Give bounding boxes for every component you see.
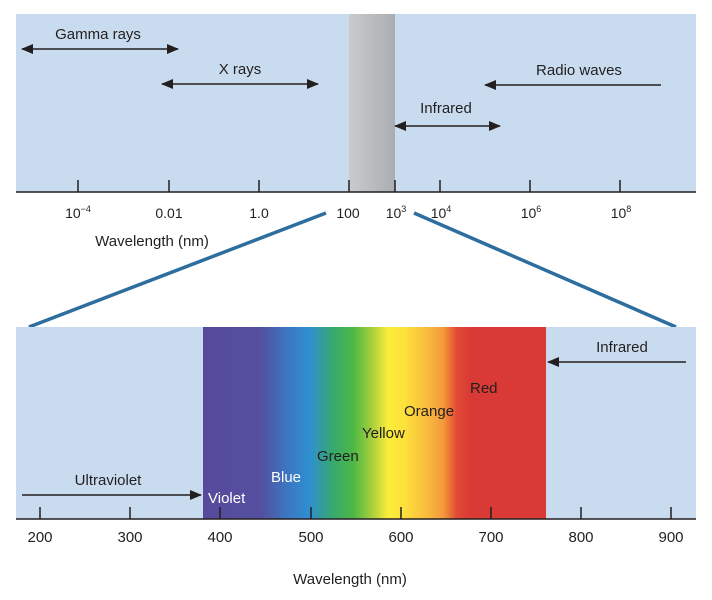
bottom-tick-label: 300 [117, 529, 142, 546]
zoom-connector-right [413, 211, 677, 329]
top-tick-label: 103 [386, 204, 407, 221]
red-label: Red [470, 380, 498, 397]
orange-label: Orange [404, 403, 454, 420]
top-axis-label: Wavelength (nm) [95, 233, 209, 250]
bottom-tick-label: 200 [27, 529, 52, 546]
infrared-label: Infrared [420, 100, 472, 117]
bottom-tick-labels: 200 300 400 500 600 700 800 900 [27, 529, 683, 546]
top-tick-label: 108 [611, 204, 632, 221]
bottom-tick-label: 500 [298, 529, 323, 546]
zoom-connector-left [28, 211, 327, 329]
x-rays-label: X rays [219, 61, 262, 78]
yellow-label: Yellow [362, 425, 405, 442]
top-axis-ticks [77, 180, 621, 192]
bottom-axis-label: Wavelength (nm) [293, 571, 407, 588]
visible-spectrum-band [203, 327, 546, 519]
bottom-tick-label: 600 [388, 529, 413, 546]
gamma-rays-label: Gamma rays [55, 26, 141, 43]
violet-label: Violet [208, 490, 246, 507]
top-tick-label: 100 [336, 205, 360, 221]
bottom-tick-label: 900 [658, 529, 683, 546]
bottom-axis-ticks [39, 507, 672, 519]
top-tick-label: 106 [521, 204, 542, 221]
bottom-tick-label: 800 [568, 529, 593, 546]
top-tick-label: 104 [431, 204, 452, 221]
blue-label: Blue [271, 469, 301, 486]
bottom-tick-label: 700 [478, 529, 503, 546]
top-tick-label: 0.01 [155, 205, 182, 221]
top-tick-label: 10−4 [65, 204, 91, 221]
green-label: Green [317, 448, 359, 465]
visible-region-band [349, 14, 395, 192]
bottom-infrared-label: Infrared [596, 339, 648, 356]
ultraviolet-label: Ultraviolet [75, 472, 143, 489]
radio-waves-label: Radio waves [536, 62, 622, 79]
bottom-tick-label: 400 [207, 529, 232, 546]
top-tick-label: 1.0 [249, 205, 269, 221]
top-tick-labels: 10−4 0.01 1.0 100 103 104 106 108 [65, 204, 631, 221]
